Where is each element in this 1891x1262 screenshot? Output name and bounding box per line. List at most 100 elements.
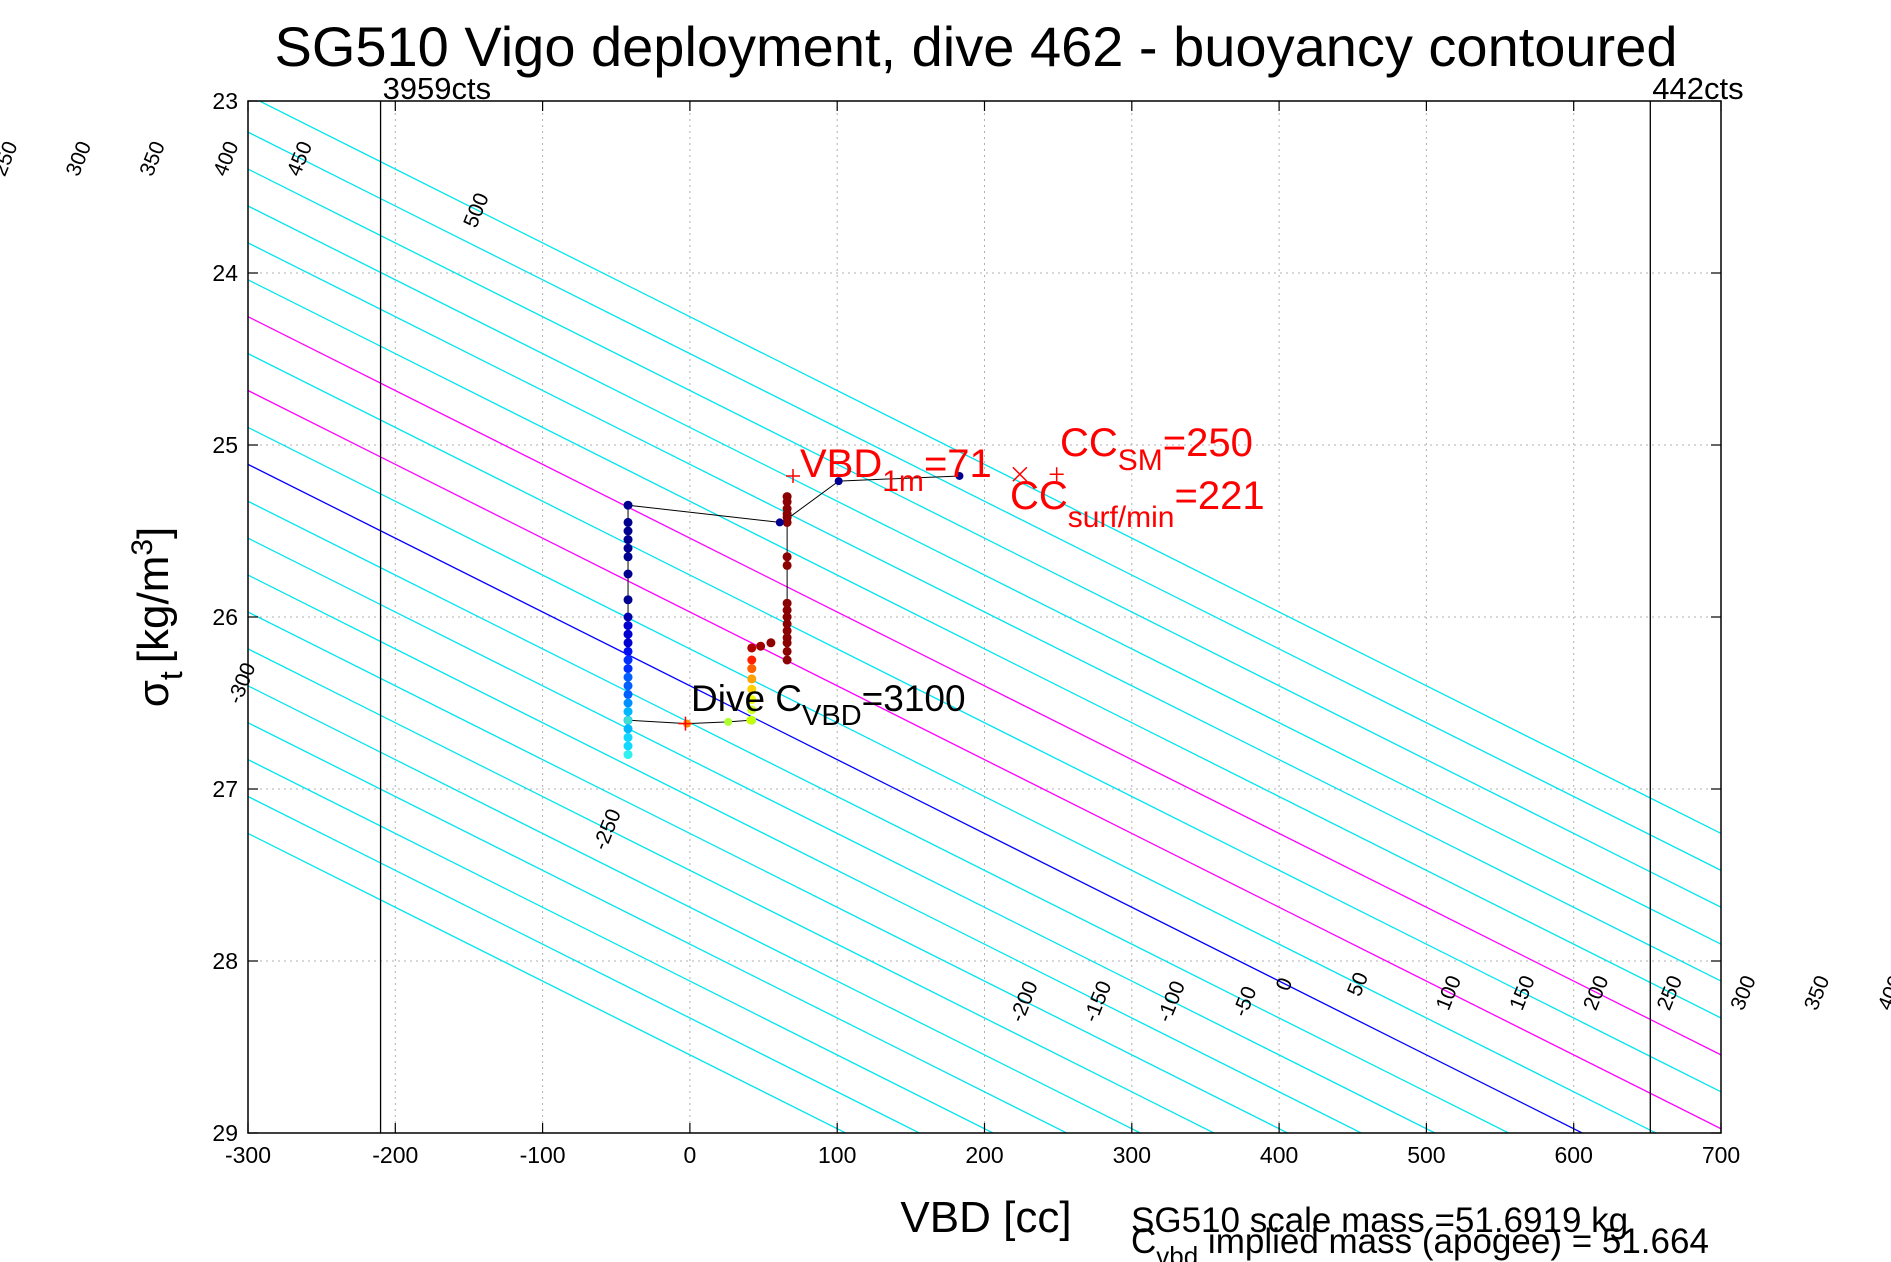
ascent-data-point bbox=[782, 612, 792, 622]
x-tick-label: 100 bbox=[818, 1142, 856, 1168]
vbd-1m-annotation: VBD1m=71 bbox=[800, 442, 992, 498]
apogee-data-point bbox=[747, 674, 757, 684]
dive-cvbd-main: Dive C bbox=[691, 678, 802, 719]
descent-data-point bbox=[623, 698, 633, 708]
descent-data-point bbox=[623, 552, 633, 562]
track-data-point bbox=[783, 514, 792, 523]
vbd-limit-lines: 3959cts 442cts bbox=[379, 71, 1744, 1133]
implied-mass-footer: Cvbd implied mass (apogee) = 51.664 bbox=[1131, 1222, 1709, 1262]
x-axis-label: VBD [cc] bbox=[900, 1193, 1071, 1242]
track-data-point bbox=[624, 716, 633, 725]
cc-surf-min-annotation: CCsurf/min=221 bbox=[1010, 474, 1265, 534]
cross-marker bbox=[1012, 466, 1028, 482]
dive-cvbd-annotation: Dive CVBD=3100 bbox=[691, 678, 966, 732]
track-data-point bbox=[724, 717, 733, 726]
descent-data-point bbox=[623, 732, 633, 742]
buoyancy-contour-line bbox=[248, 758, 995, 1133]
plus-marker bbox=[678, 716, 693, 731]
descent-data-point bbox=[623, 655, 633, 665]
descent-data-point bbox=[623, 621, 633, 631]
y-tick-label: 29 bbox=[212, 1120, 238, 1146]
descent-data-point bbox=[623, 569, 633, 579]
buoyancy-contour-line bbox=[248, 131, 1721, 872]
ascent-data-point bbox=[782, 560, 792, 570]
scale-mass-footer: SG510 scale mass =51.6919 kg bbox=[1131, 1201, 1628, 1240]
y-tick-label: 25 bbox=[212, 432, 238, 458]
buoyancy-contour-line bbox=[248, 463, 1584, 1133]
y-tick-label: 26 bbox=[212, 604, 238, 630]
y-tick-label: 24 bbox=[212, 260, 238, 286]
buoyancy-contour-line bbox=[248, 168, 1721, 908]
descent-data-point bbox=[623, 741, 633, 751]
ascent-data-point bbox=[782, 552, 792, 562]
x-tick-label: 400 bbox=[1260, 1142, 1298, 1168]
apogee-data-point bbox=[747, 705, 757, 715]
descent-data-point bbox=[623, 724, 633, 734]
descent-data-point bbox=[623, 681, 633, 691]
descent-data-point bbox=[623, 646, 633, 656]
track-data-point bbox=[746, 716, 755, 725]
x-tick-label: 700 bbox=[1702, 1142, 1740, 1168]
x-tick-label: -100 bbox=[520, 1142, 566, 1168]
cc-sm-annotation: CCSM=250 bbox=[1060, 421, 1253, 477]
descent-data-point bbox=[623, 535, 633, 545]
dive-cvbd-value: =3100 bbox=[862, 678, 966, 719]
buoyancy-contour-line bbox=[248, 315, 1721, 1056]
track-data-point bbox=[834, 477, 843, 486]
vbd-1m-main: VBD bbox=[800, 442, 882, 486]
y-axis-subscript: t bbox=[153, 671, 189, 680]
axis-ticks: -300 -200 -100 0 100 200 300 400 500 600 700 23 24 25… bbox=[212, 88, 1740, 1168]
buoyancy-contour-line bbox=[248, 611, 1290, 1133]
descent-data-point bbox=[623, 629, 633, 639]
apogee-data-point bbox=[747, 695, 757, 705]
track-data-point bbox=[624, 501, 633, 510]
ascent-data-point bbox=[782, 626, 792, 636]
cc-surf-min-main: CC bbox=[1010, 474, 1068, 518]
descent-data-point bbox=[623, 707, 633, 717]
x-tick-label: 200 bbox=[965, 1142, 1003, 1168]
plus-marker bbox=[786, 468, 801, 483]
y-tick-label: 27 bbox=[212, 776, 238, 802]
implied-mass-main: C bbox=[1131, 1222, 1156, 1261]
y-axis-label: σt [kg/m3] bbox=[126, 527, 189, 708]
buoyancy-contour-line bbox=[248, 389, 1721, 1130]
descent-data-point bbox=[623, 526, 633, 536]
grid bbox=[248, 101, 1721, 1133]
vbd-1m-value: =71 bbox=[924, 442, 992, 486]
buoyancy-contour-line bbox=[248, 648, 1216, 1133]
buoyancy-contour-line bbox=[248, 832, 848, 1133]
cc-surf-min-value: =221 bbox=[1174, 474, 1264, 518]
vbd-limit-label: 442cts bbox=[1652, 71, 1743, 106]
descent-data-point bbox=[623, 612, 633, 622]
apogee-data-point bbox=[756, 641, 766, 651]
dive-cvbd-sub: VBD bbox=[802, 700, 862, 732]
buoyancy-contour-line bbox=[248, 685, 1142, 1133]
buoyancy-contour-line bbox=[248, 352, 1721, 1093]
ascent-data-point bbox=[782, 646, 792, 656]
descent-data-point bbox=[623, 638, 633, 648]
x-tick-label: 0 bbox=[684, 1142, 697, 1168]
descent-data-point bbox=[623, 543, 633, 553]
descent-data-point bbox=[623, 689, 633, 699]
implied-mass-sub: vbd bbox=[1156, 1241, 1198, 1262]
apogee-data-point bbox=[747, 684, 757, 694]
x-tick-label: -200 bbox=[372, 1142, 418, 1168]
x-tick-label: 600 bbox=[1555, 1142, 1593, 1168]
buoyancy-contour-line bbox=[248, 537, 1437, 1133]
buoyancy-contour-line bbox=[258, 101, 1721, 835]
descent-data-point bbox=[623, 672, 633, 682]
apogee-data-point bbox=[766, 638, 776, 648]
ascent-data-point bbox=[782, 605, 792, 615]
ascent-data-point bbox=[782, 638, 792, 648]
data-points bbox=[623, 471, 964, 760]
buoyancy-contour-line bbox=[248, 205, 1721, 945]
vbd-limit-label: 3959cts bbox=[383, 71, 492, 106]
buoyancy-contour-line bbox=[248, 574, 1363, 1133]
descent-data-point bbox=[623, 595, 633, 605]
cc-sm-value: =250 bbox=[1163, 421, 1253, 465]
x-tick-label: 300 bbox=[1113, 1142, 1151, 1168]
buoyancy-contour-line bbox=[248, 279, 1721, 1019]
reference-markers bbox=[678, 466, 1064, 731]
buoyancy-contour-line bbox=[248, 242, 1721, 982]
